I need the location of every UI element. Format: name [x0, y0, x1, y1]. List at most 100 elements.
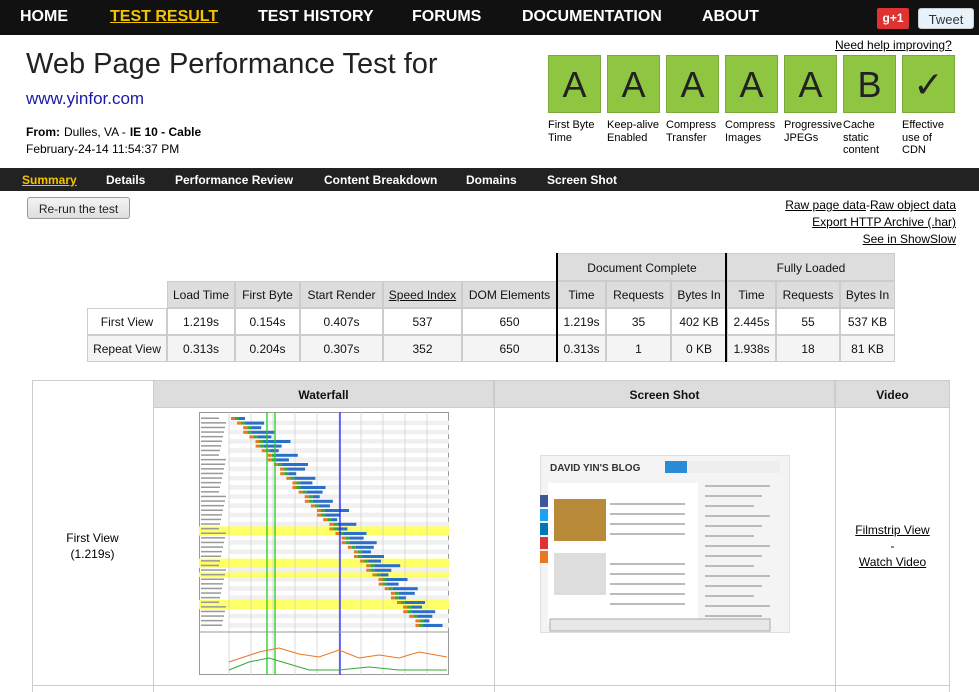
- raw-link[interactable]: Raw object data: [869, 198, 956, 212]
- bar-content: [423, 619, 430, 623]
- bar-content: [423, 624, 443, 627]
- bar-content: [386, 582, 399, 586]
- nav-link[interactable]: TEST HISTORY: [258, 8, 374, 25]
- bar-first: [253, 435, 258, 439]
- bar-wait: [397, 601, 401, 604]
- bar-first: [241, 421, 246, 425]
- row-label: Repeat View: [87, 335, 167, 362]
- bar-content: [294, 476, 316, 480]
- help-link[interactable]: Need help improving?: [835, 38, 952, 52]
- row-label: [201, 472, 223, 475]
- column-header: Requests: [776, 281, 840, 308]
- har-link[interactable]: Export HTTP Archive (.har): [812, 215, 956, 229]
- bar-wait: [243, 430, 248, 434]
- tested-url[interactable]: www.yinfor.com: [26, 89, 145, 108]
- text-line: [610, 593, 685, 595]
- side-line: [705, 525, 762, 527]
- metric-cell: 35: [606, 308, 671, 335]
- grade-label: Compress Transfer: [666, 119, 717, 144]
- bar-wait: [280, 472, 285, 476]
- tab-link[interactable]: Content Breakdown: [324, 173, 438, 187]
- grade-box: A: [666, 55, 719, 113]
- tab-link[interactable]: Details: [106, 173, 146, 187]
- filmstrip-link[interactable]: Filmstrip View: [855, 523, 930, 537]
- tab-link[interactable]: Summary: [22, 173, 77, 187]
- food-image: [554, 499, 606, 541]
- bar-first: [259, 444, 264, 448]
- row-label: [201, 504, 224, 507]
- bar-wait: [249, 435, 254, 439]
- side-line: [705, 585, 762, 587]
- bar-first: [358, 555, 362, 558]
- showslow-link[interactable]: See in ShowSlow: [862, 232, 956, 246]
- bar-wait: [237, 421, 242, 425]
- group-header: Document Complete: [557, 253, 727, 281]
- nav-link[interactable]: DOCUMENTATION: [522, 8, 662, 25]
- rerun-button[interactable]: Re-run the test: [27, 197, 130, 219]
- text-line: [610, 513, 685, 515]
- row-label: [201, 564, 219, 567]
- tab-link[interactable]: Performance Review: [175, 173, 294, 187]
- text-line: [610, 583, 685, 585]
- metric-cell: 0.154s: [235, 308, 300, 335]
- video-link[interactable]: Watch Video: [858, 555, 927, 569]
- bar-content: [380, 573, 389, 577]
- bar-content: [331, 518, 338, 522]
- gplus-button[interactable]: g+1: [877, 8, 909, 29]
- bar-first: [235, 417, 239, 420]
- row-label: [201, 527, 219, 530]
- row-label: [201, 458, 226, 461]
- raw-link[interactable]: Raw page data: [785, 198, 866, 212]
- tweet-button[interactable]: Tweet: [918, 8, 974, 29]
- tab-link[interactable]: Screen Shot: [547, 173, 618, 187]
- share-icon: [540, 551, 548, 563]
- metric-cell: 0 KB: [671, 335, 727, 362]
- bar-content: [361, 550, 371, 554]
- bar-content: [300, 481, 313, 485]
- bar-first: [271, 458, 276, 462]
- metric-cell: 1: [606, 335, 671, 362]
- bar-first: [308, 495, 313, 499]
- share-icon: [540, 537, 548, 549]
- bar-first: [302, 490, 307, 494]
- nav-link[interactable]: ABOUT: [702, 8, 759, 25]
- side-line: [705, 615, 762, 617]
- from-part: From:: [26, 125, 60, 139]
- metric-cell: 352: [383, 335, 462, 362]
- bar-wait: [341, 536, 346, 540]
- nav-link[interactable]: HOME: [20, 8, 68, 25]
- notice-bar: [549, 618, 771, 632]
- screenshot-image[interactable]: DAVID YIN'S BLOG: [540, 455, 790, 633]
- highlight-row: [199, 526, 449, 531]
- highlight-row: [199, 531, 449, 536]
- bar-first: [419, 619, 424, 623]
- metric-cell: 537: [383, 308, 462, 335]
- bar-wait: [378, 582, 383, 586]
- bar-wait: [335, 532, 340, 535]
- metric-cell: 55: [776, 308, 840, 335]
- bar-first: [327, 518, 332, 522]
- bar-wait: [261, 449, 266, 453]
- bar-first: [247, 426, 252, 430]
- tab-link[interactable]: Domains: [466, 173, 517, 187]
- bar-wait: [415, 619, 420, 623]
- bar-wait: [292, 481, 297, 485]
- bar-wait: [354, 555, 358, 558]
- bar-wait: [403, 605, 408, 609]
- nav-link[interactable]: TEST RESULT: [110, 8, 219, 25]
- bar-wait: [378, 578, 383, 581]
- row-label: [201, 514, 222, 516]
- nav-link[interactable]: FORUMS: [412, 8, 482, 25]
- side-line: [705, 595, 754, 597]
- waterfall-image[interactable]: [199, 412, 449, 675]
- results-header: Video: [835, 380, 950, 408]
- column-header: Load Time: [167, 281, 235, 308]
- bar-wait: [304, 499, 309, 503]
- highlight-row: [199, 604, 449, 610]
- blog-title: DAVID YIN'S BLOG: [550, 463, 641, 474]
- grade-label: Compress Images: [725, 119, 776, 144]
- bar-content: [245, 421, 265, 425]
- row-label: [201, 606, 226, 608]
- bar-content: [257, 435, 272, 439]
